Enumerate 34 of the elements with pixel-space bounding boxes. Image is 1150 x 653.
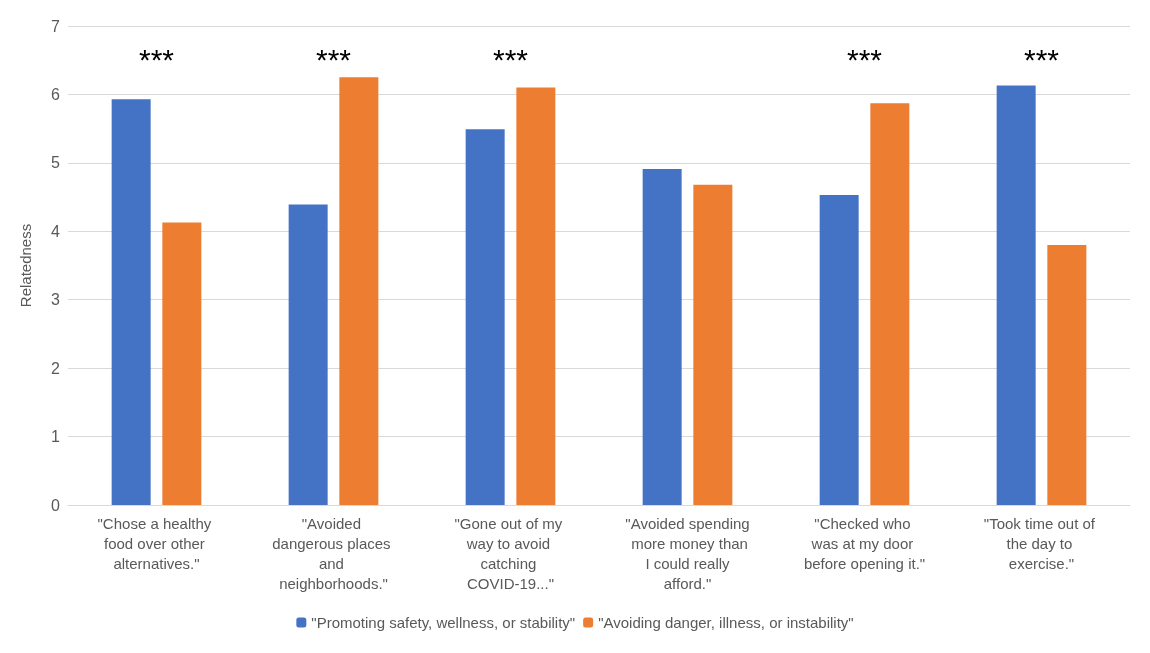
annotation: *** xyxy=(1023,42,1060,76)
bar xyxy=(162,222,202,505)
y-tick-label: 4 xyxy=(51,222,61,240)
y-tick-label: 7 xyxy=(51,17,61,35)
annotation: *** xyxy=(492,42,529,76)
x-tick-label: "Chose a healthy food over other alternatives." xyxy=(97,514,216,572)
bar xyxy=(870,103,910,505)
y-axis-title: Relatedness xyxy=(17,223,34,308)
x-tick-label: "Avoided spending more money than I could really afford." xyxy=(625,514,750,592)
annotation: *** xyxy=(315,42,352,76)
annotation: *** xyxy=(846,42,883,76)
y-tick-label: 6 xyxy=(51,85,61,103)
bar xyxy=(339,77,379,505)
x-tick-label: "Took time out of the day to exercise." xyxy=(983,514,1100,572)
y-tick-label: 3 xyxy=(51,291,61,309)
bar xyxy=(1047,244,1087,505)
x-tick-label: "Checked who was at my door before opening it." xyxy=(803,514,926,572)
x-tick-label: "Avoided dangerous places and neighborhoods." xyxy=(272,514,395,592)
bar xyxy=(996,85,1036,505)
bar xyxy=(642,169,682,505)
y-tick-label: 0 xyxy=(51,496,61,514)
bar xyxy=(288,204,328,505)
bar xyxy=(111,99,151,505)
x-tick-label: "Gone out of my way to avoid catching COVID-19..." xyxy=(454,514,567,592)
legend-label: "Promoting safety, wellness, or stability" xyxy=(311,614,576,631)
y-tick-label: 5 xyxy=(51,154,61,172)
y-tick-label: 2 xyxy=(51,359,61,377)
bar xyxy=(516,87,556,505)
bar xyxy=(819,195,859,505)
legend-label: "Avoiding danger, illness, or instability" xyxy=(598,614,854,631)
y-tick-label: 1 xyxy=(51,428,61,446)
bar xyxy=(693,184,733,505)
bar xyxy=(465,129,505,505)
annotation: *** xyxy=(138,42,175,76)
